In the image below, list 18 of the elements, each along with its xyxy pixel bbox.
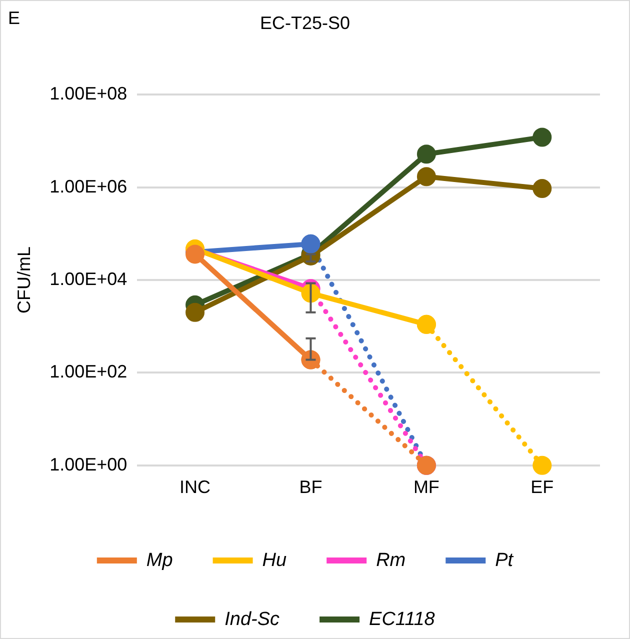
legend-label: Ind-Sc bbox=[224, 608, 280, 630]
legend-label: Pt bbox=[495, 550, 514, 571]
legend-label: EC1118 bbox=[369, 608, 436, 630]
x-tick-label: MF bbox=[413, 477, 440, 498]
y-tick-label: 1.00E+02 bbox=[50, 362, 128, 382]
legend-label: Mp bbox=[146, 550, 173, 571]
y-axis-title: CFU/mL bbox=[14, 246, 34, 314]
y-tick-label: 1.00E+04 bbox=[50, 268, 128, 289]
y-tick-label: 1.00E+00 bbox=[50, 454, 128, 474]
legend-label: Hu bbox=[262, 550, 288, 571]
x-tick-label: BF bbox=[299, 477, 322, 498]
x-tick-label: EF bbox=[530, 477, 554, 498]
y-tick-label: 1.00E+08 bbox=[50, 84, 128, 104]
chart-title: EC-T25-S0 bbox=[260, 12, 350, 33]
legend-label: Rm bbox=[376, 550, 406, 571]
y-tick-label: 1.00E+06 bbox=[50, 176, 128, 196]
x-tick-label: INC bbox=[180, 477, 211, 498]
text: E bbox=[8, 8, 20, 28]
